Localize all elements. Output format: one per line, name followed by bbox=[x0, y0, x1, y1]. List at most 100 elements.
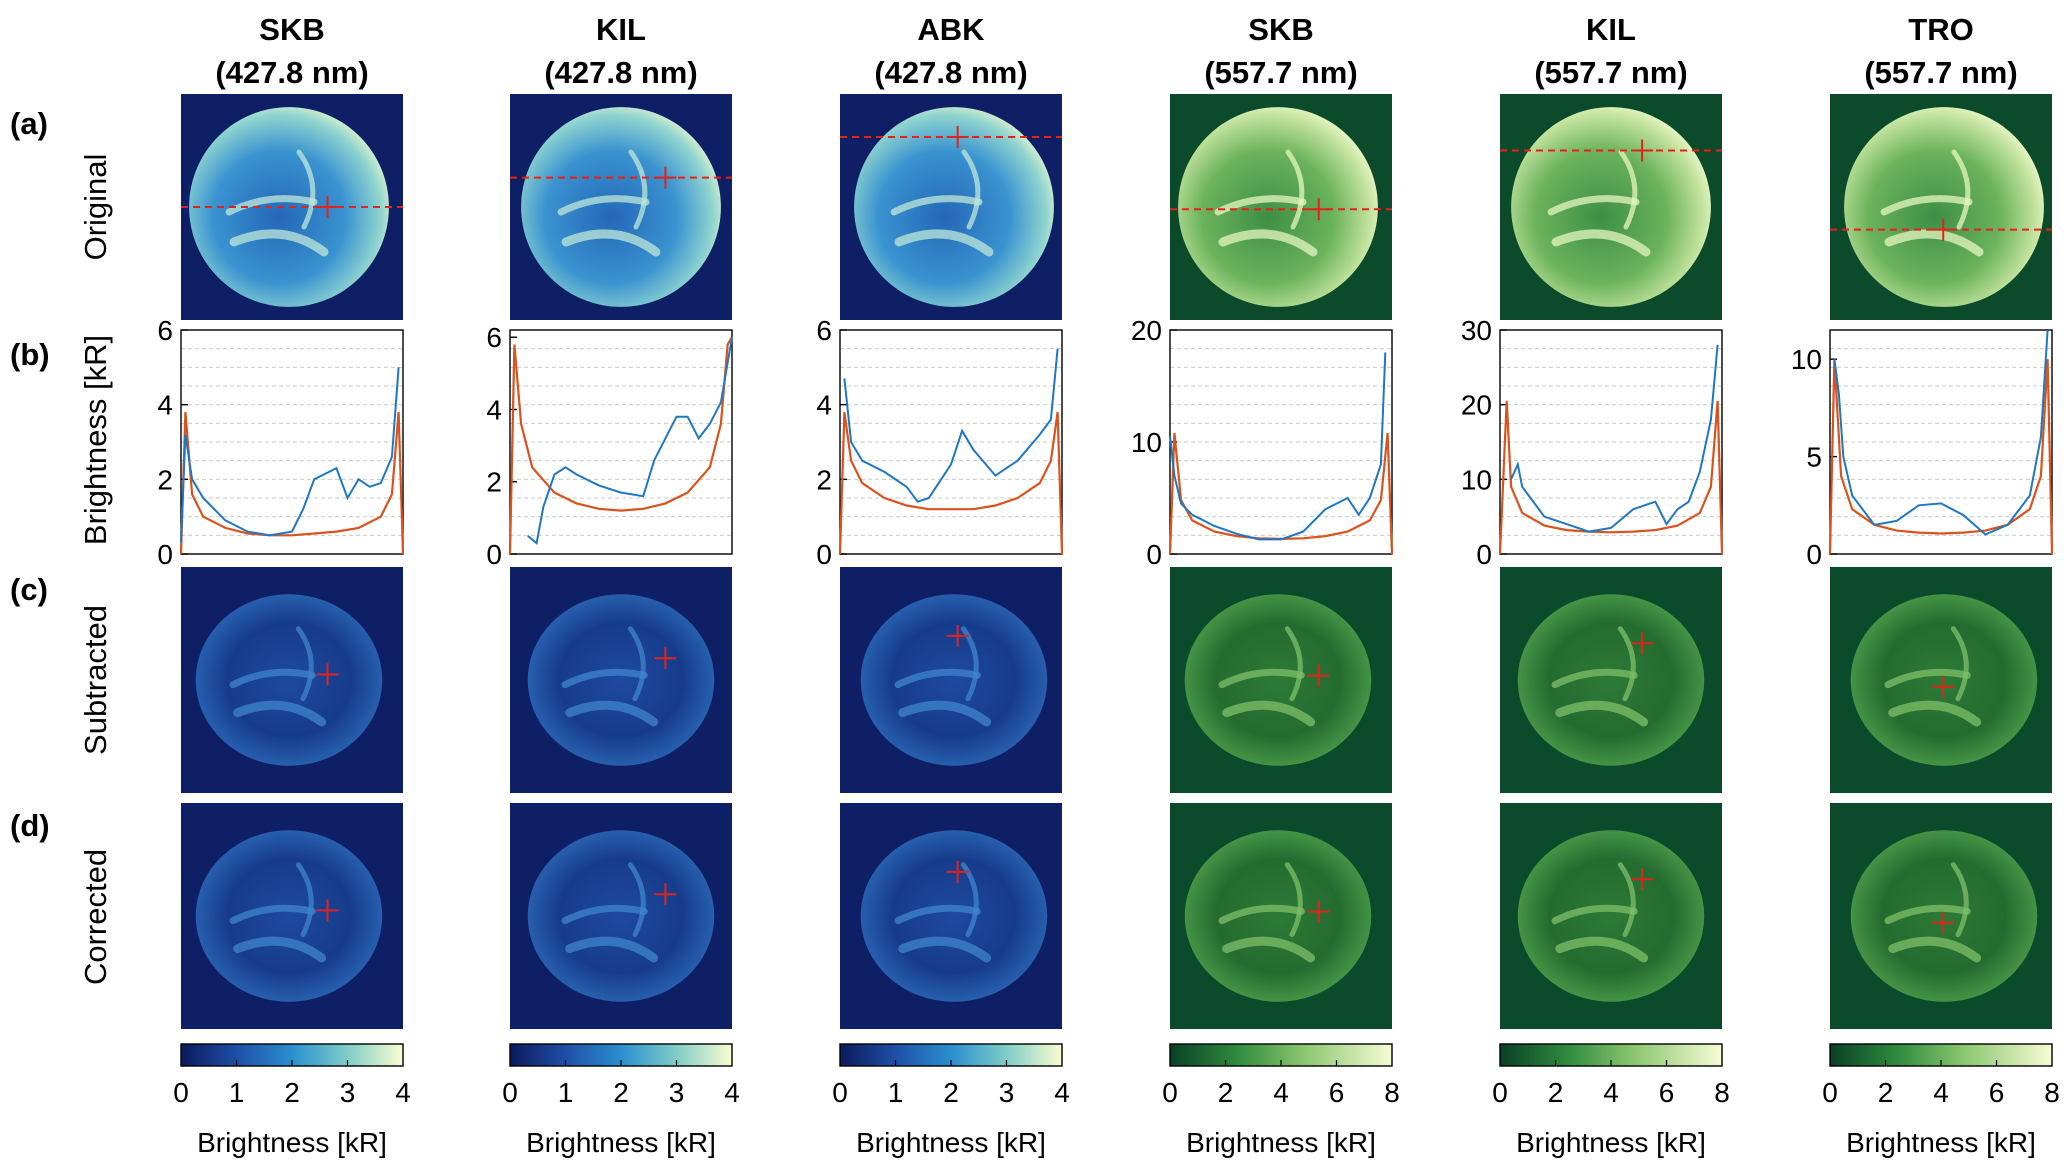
column-title-station: KIL bbox=[1586, 12, 1636, 47]
aurora-arc bbox=[1284, 862, 1303, 938]
column-title-wavelength: (427.8 nm) bbox=[544, 55, 697, 90]
colorbar-tick-label: 0 bbox=[173, 1077, 189, 1108]
aurora-arc bbox=[565, 936, 659, 963]
y-tick-label: 5 bbox=[1806, 442, 1822, 473]
aurora-arc bbox=[1214, 195, 1307, 216]
aurora-arc bbox=[1950, 626, 1969, 702]
y-tick-label: 0 bbox=[157, 539, 173, 570]
plot-frame bbox=[1499, 329, 1723, 555]
colorbar-label: Brightness [kR] bbox=[856, 1127, 1046, 1158]
corrected-image bbox=[181, 803, 403, 1029]
colorbar-tick-label: 8 bbox=[2044, 1077, 2060, 1108]
colorbar-tick-label: 4 bbox=[724, 1077, 740, 1108]
aurora-arc bbox=[295, 862, 314, 938]
measured-curve bbox=[1510, 344, 1719, 533]
colorbar-tick-label: 1 bbox=[888, 1077, 904, 1108]
aurora-arc bbox=[627, 862, 646, 938]
y-tick-label: 4 bbox=[816, 390, 832, 421]
aurora-arc bbox=[628, 149, 648, 230]
colorbar-tick-label: 8 bbox=[1384, 1077, 1400, 1108]
measured-curve bbox=[1169, 352, 1387, 541]
aurora-arc bbox=[1951, 149, 1971, 230]
colorbar-tick-label: 2 bbox=[284, 1077, 300, 1108]
aurora-arc bbox=[1618, 149, 1638, 230]
aurora-arc bbox=[1285, 149, 1305, 230]
sky-disc bbox=[521, 107, 721, 307]
column-skb-3: SKB (557.7 nm) 0 10 20 0 2 4 6 8 Brightness [kR] bbox=[1131, 12, 1400, 1158]
aurora-arc bbox=[561, 904, 648, 925]
colorbar-tick-label: 0 bbox=[502, 1077, 518, 1108]
colorbar-label: Brightness [kR] bbox=[197, 1127, 387, 1158]
sky-disc bbox=[854, 107, 1054, 307]
plot-frame bbox=[180, 329, 404, 555]
sky-disc bbox=[1517, 594, 1705, 766]
profile-plot: 0 2 4 6 bbox=[157, 315, 405, 570]
colorbar-tick-label: 0 bbox=[1162, 1077, 1178, 1108]
y-tick-label: 0 bbox=[1146, 539, 1162, 570]
aurora-arc bbox=[1555, 936, 1649, 963]
colorbar-label: Brightness [kR] bbox=[526, 1127, 716, 1158]
corrected-image bbox=[840, 803, 1062, 1029]
sky-disc bbox=[1184, 594, 1372, 766]
column-title-station: TRO bbox=[1908, 12, 1973, 47]
column-title-station: SKB bbox=[1248, 12, 1313, 47]
row-name-corrected: Corrected bbox=[78, 849, 113, 985]
aurora-arc bbox=[1218, 668, 1305, 689]
model-curve bbox=[179, 412, 405, 555]
column-title-wavelength: (427.8 nm) bbox=[874, 55, 1027, 90]
plot-frame bbox=[509, 329, 733, 555]
aurora-arc bbox=[898, 700, 992, 727]
row-tag-c: (c) bbox=[10, 572, 48, 607]
subtracted-image bbox=[1500, 567, 1722, 793]
original-image bbox=[1170, 94, 1392, 320]
profile-plot: 0 2 4 6 bbox=[816, 315, 1064, 570]
colorbar-label: Brightness [kR] bbox=[1516, 1127, 1706, 1158]
column-title-wavelength: (557.7 nm) bbox=[1534, 55, 1687, 90]
y-tick-label: 4 bbox=[157, 390, 173, 421]
y-tick-label: 20 bbox=[1131, 315, 1162, 346]
aurora-arc bbox=[1218, 904, 1305, 925]
colorbar-label: Brightness [kR] bbox=[1846, 1127, 2036, 1158]
colorbar-tick-label: 3 bbox=[340, 1077, 356, 1108]
aurora-arc bbox=[894, 229, 994, 257]
y-tick-label: 4 bbox=[486, 394, 502, 425]
aurora-arc bbox=[1950, 862, 1969, 938]
measured-curve bbox=[527, 337, 733, 546]
y-tick-label: 6 bbox=[816, 315, 832, 346]
profile-plot: 0 2 4 6 bbox=[486, 322, 733, 570]
y-tick-label: 6 bbox=[486, 322, 502, 353]
aurora-arc bbox=[898, 936, 992, 963]
colorbar-tick-label: 4 bbox=[1933, 1077, 1949, 1108]
colorbar: 0 2 4 6 8 Brightness [kR] bbox=[1492, 1043, 1730, 1158]
profile-plot: 0 10 20 bbox=[1131, 315, 1394, 570]
subtracted-image bbox=[840, 567, 1062, 793]
measured-curve bbox=[1833, 329, 2049, 536]
aurora-arc bbox=[1222, 700, 1316, 727]
aurora-arc bbox=[225, 195, 318, 216]
colorbar: 0 1 2 3 4 Brightness [kR] bbox=[502, 1043, 740, 1158]
aurora-arc bbox=[296, 149, 316, 230]
profile-plot: 0 5 10 bbox=[1791, 329, 2054, 570]
column-title-wavelength: (427.8 nm) bbox=[215, 55, 368, 90]
row-name-subtracted: Subtracted bbox=[78, 605, 113, 755]
column-tro-5: TRO (557.7 nm) 0 5 10 0 2 4 6 8 Brightness [kR] bbox=[1791, 12, 2060, 1158]
aurora-arc bbox=[233, 936, 327, 963]
colorbar-tick-label: 6 bbox=[1989, 1077, 2005, 1108]
y-tick-label: 0 bbox=[816, 539, 832, 570]
y-tick-label: 0 bbox=[486, 539, 502, 570]
colorbar-tick-label: 6 bbox=[1659, 1077, 1675, 1108]
aurora-arc bbox=[565, 700, 659, 727]
aurora-arc bbox=[561, 229, 661, 257]
plot-frame bbox=[839, 329, 1063, 555]
aurora-arc bbox=[1547, 195, 1640, 216]
sky-disc bbox=[1511, 107, 1711, 307]
aurora-arc bbox=[1617, 862, 1636, 938]
subtracted-image bbox=[1170, 567, 1392, 793]
sky-disc bbox=[527, 594, 715, 766]
sky-disc bbox=[195, 830, 383, 1002]
y-tick-label: 0 bbox=[1476, 539, 1492, 570]
original-image bbox=[840, 94, 1062, 320]
y-tick-label: 6 bbox=[157, 315, 173, 346]
aurora-arc bbox=[1551, 668, 1638, 689]
